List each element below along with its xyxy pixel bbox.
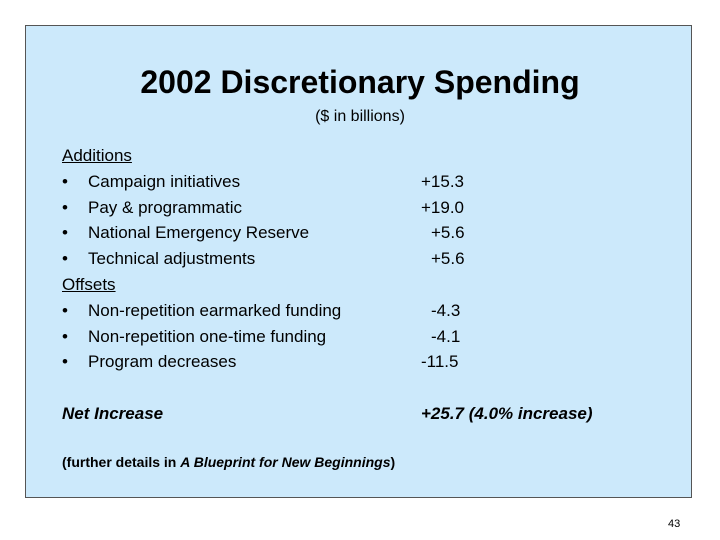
bullet: • — [62, 249, 68, 269]
bullet: • — [62, 171, 68, 191]
item-value: +5.6 — [431, 223, 465, 243]
item-label: Pay & programmatic — [88, 197, 242, 217]
section-heading: Offsets — [62, 275, 116, 294]
item-label: Non-repetition earmarked funding — [88, 300, 342, 320]
footnote-suffix: ) — [390, 454, 396, 470]
net-label: Net Increase — [62, 404, 164, 423]
net-value: +25.7 (4.0% increase) — [421, 404, 593, 423]
subtitle: ($ in billions) — [315, 108, 405, 125]
item-value: -4.3 — [431, 300, 461, 320]
item-value: -4.1 — [431, 326, 461, 346]
item-label: Technical adjustments — [88, 249, 256, 269]
page-number: 43 — [668, 518, 681, 530]
item-label: Campaign initiatives — [88, 171, 241, 191]
footnote: (further details in A Blueprint for New … — [62, 455, 395, 469]
item-value: +19.0 — [421, 197, 465, 217]
title: 2002 Discretionary Spending — [140, 64, 580, 100]
item-label: Program decreases — [88, 352, 237, 372]
bullet: • — [62, 352, 68, 372]
item-value: +15.3 — [421, 171, 465, 191]
footnote-prefix: (further details in — [62, 454, 181, 470]
footnote-title: A Blueprint for New Beginnings — [180, 454, 391, 470]
bullet: • — [62, 197, 68, 217]
bullet: • — [62, 223, 68, 243]
item-value: -11.5 — [421, 352, 459, 372]
section-heading: Additions — [62, 146, 132, 165]
slide-panel — [25, 25, 692, 498]
bullet: • — [62, 300, 68, 320]
item-label: National Emergency Reserve — [88, 223, 310, 243]
item-value: +5.6 — [431, 249, 465, 269]
item-label: Non-repetition one-time funding — [88, 326, 327, 346]
bullet: • — [62, 326, 68, 346]
